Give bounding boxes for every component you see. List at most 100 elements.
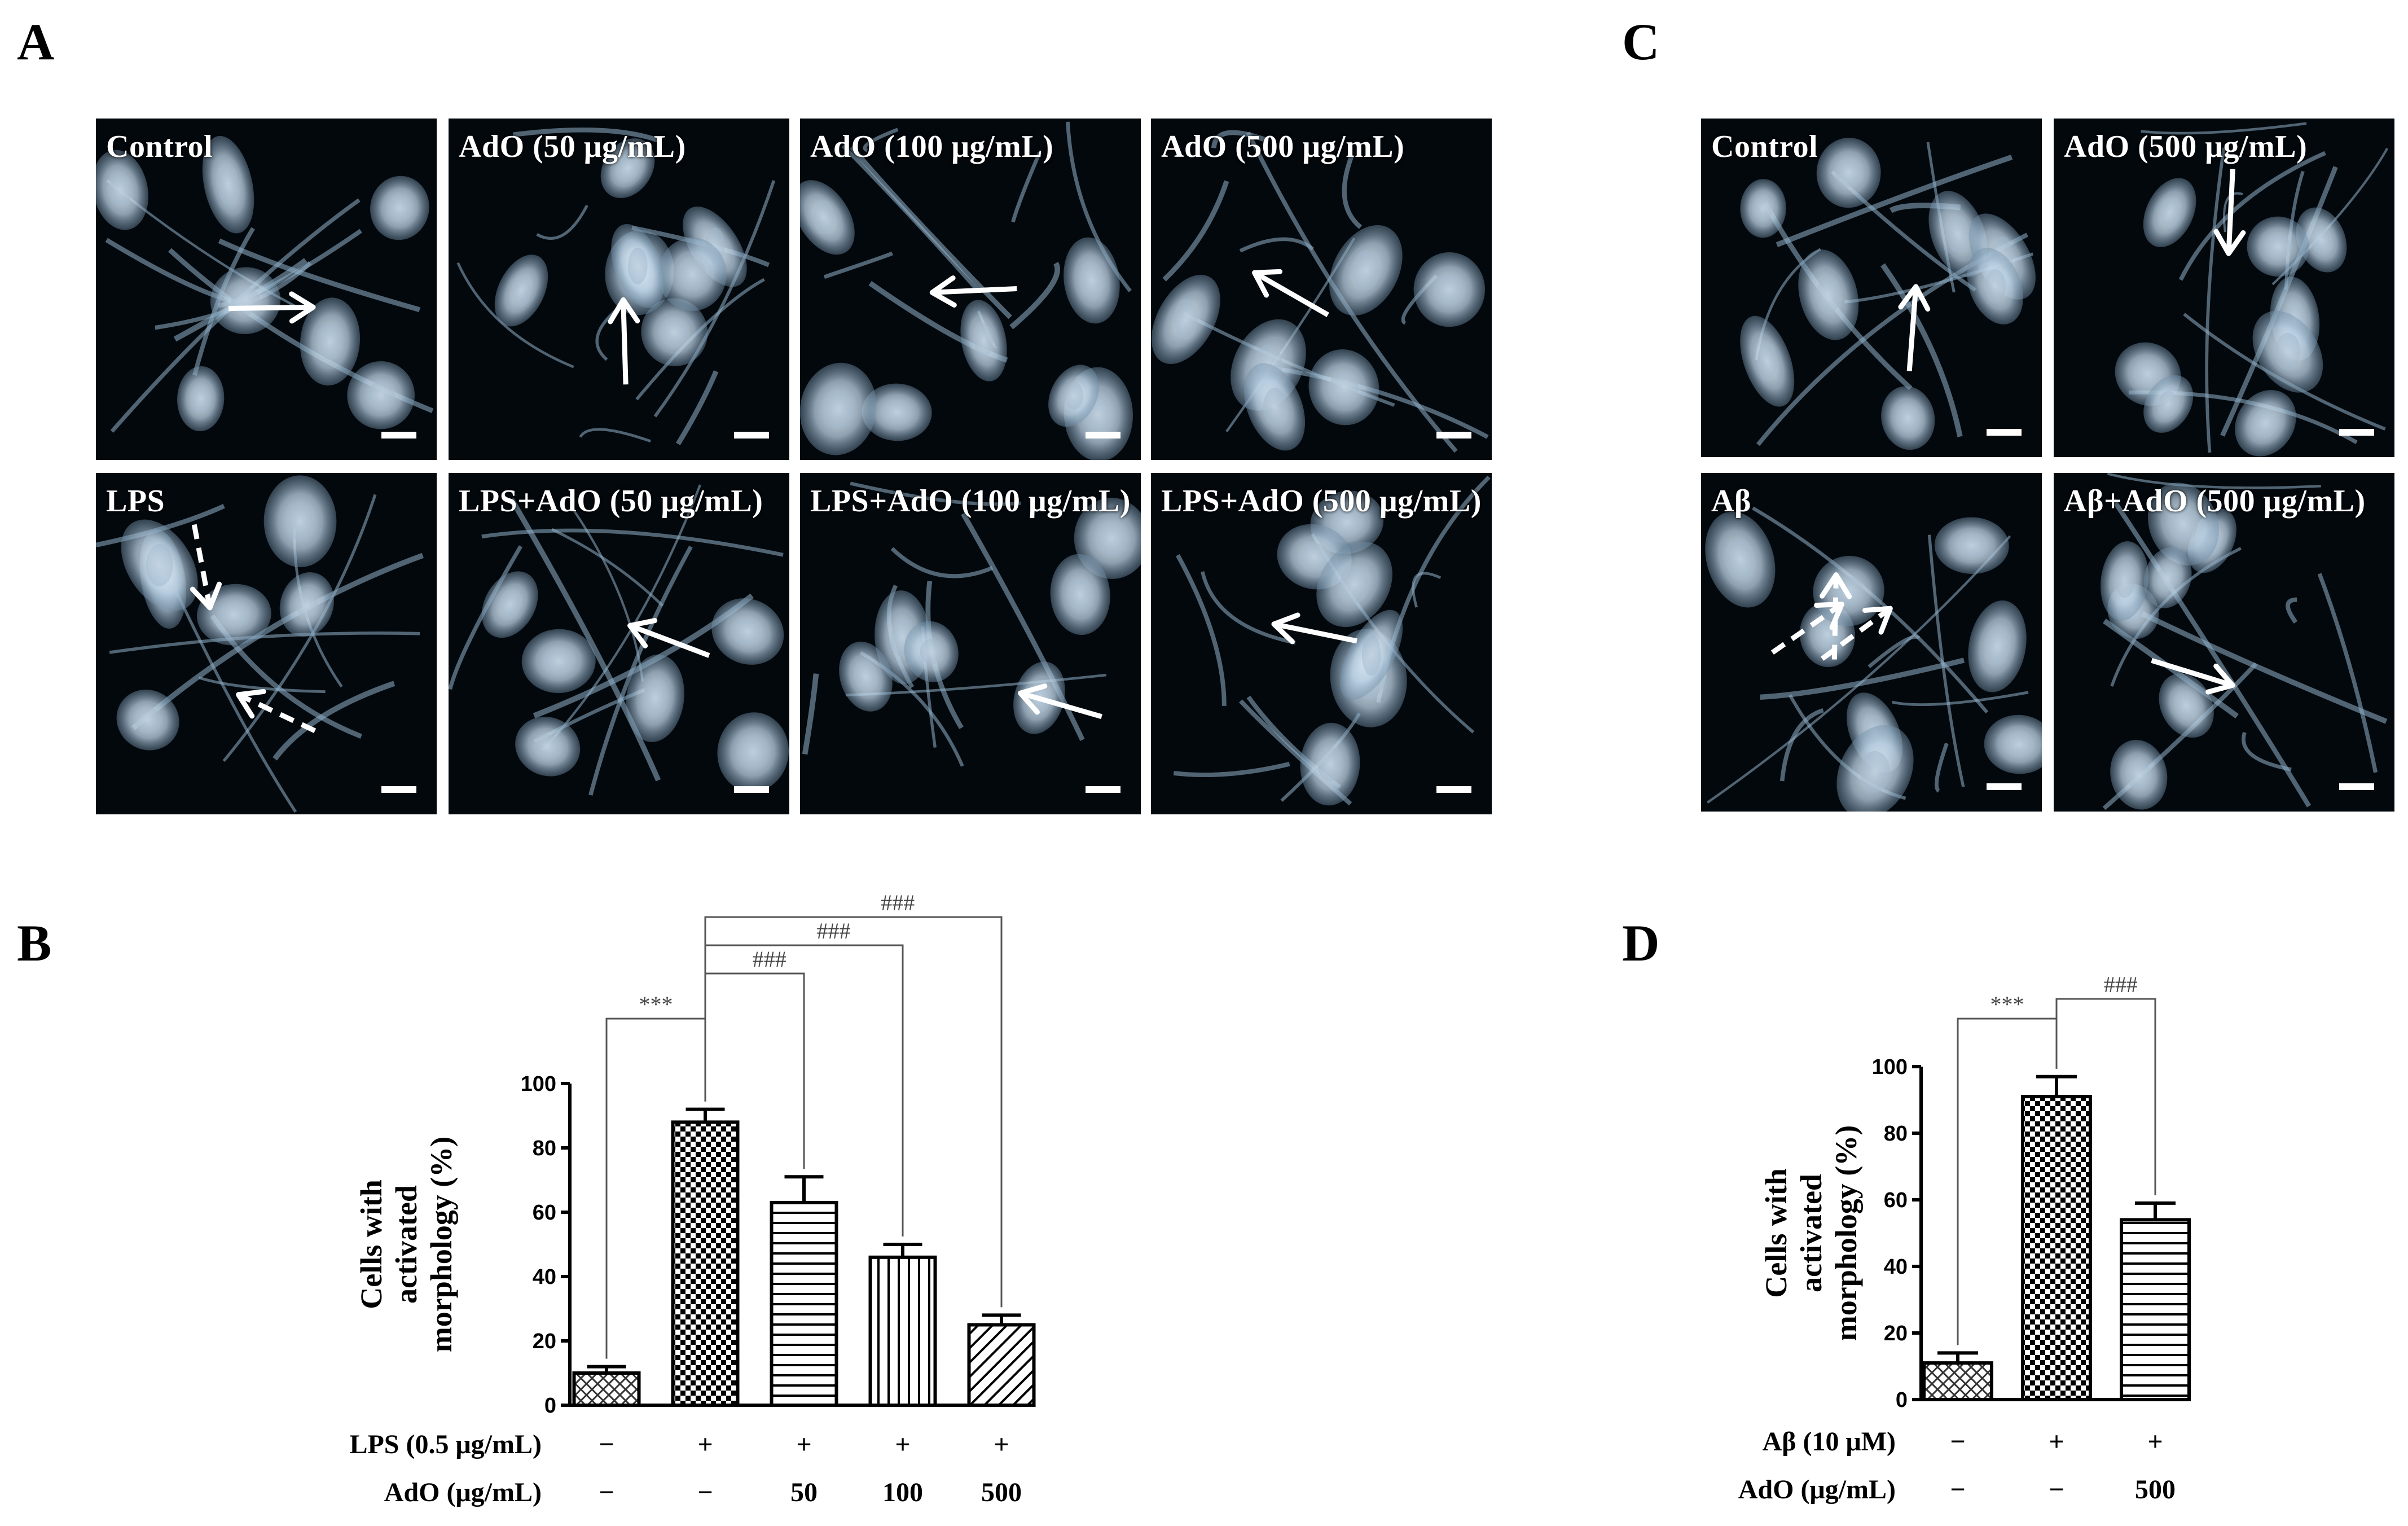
bar — [2120, 1218, 2191, 1402]
neurite — [1892, 691, 2029, 707]
neurite — [512, 128, 660, 143]
neurite — [1201, 571, 1296, 645]
cell-nucleus — [1860, 751, 1890, 792]
cell-nucleus — [1985, 626, 2010, 666]
cell-nucleus — [2169, 506, 2198, 542]
condition-value: + — [895, 1429, 910, 1459]
cell-nucleus — [1064, 382, 1084, 410]
cell-nucleus — [2311, 226, 2332, 255]
scale-bar — [381, 432, 416, 438]
tile-label: Control — [106, 129, 213, 164]
significance-label: ### — [817, 918, 851, 944]
y-axis-label-line: Cells with — [1759, 1168, 1793, 1298]
scale-bar — [1987, 429, 2022, 436]
condition-value: + — [994, 1429, 1009, 1459]
neurite — [1927, 534, 1965, 787]
scale-bar — [1436, 432, 1471, 438]
y-tick-label: 100 — [521, 1072, 556, 1096]
neurite — [1934, 742, 1949, 793]
condition-row-label: AdO (μg/mL) — [1738, 1475, 1896, 1505]
bar — [572, 1371, 641, 1407]
cell-image — [1173, 475, 1491, 806]
neurite — [653, 179, 776, 418]
cell-image — [800, 121, 1133, 460]
micrograph-tile: LPS — [96, 473, 437, 814]
dashed-arrow — [236, 689, 317, 734]
scale-bar — [2339, 783, 2374, 790]
cell-nucleus — [2133, 361, 2163, 387]
neurite — [1175, 554, 1227, 706]
cell-nucleus — [660, 318, 689, 347]
condition-value: + — [697, 1429, 713, 1459]
neurite — [481, 528, 784, 557]
neurite — [509, 498, 661, 782]
significance-label: *** — [639, 992, 673, 1017]
y-axis-label-line: Cells with — [354, 1179, 388, 1309]
neurite — [675, 370, 719, 446]
neurite — [961, 512, 1085, 741]
scale-bar — [734, 786, 769, 793]
neurite — [1011, 152, 1042, 223]
cell-nucleus — [1317, 747, 1343, 782]
condition-row-label: LPS (0.5 μg/mL) — [349, 1429, 542, 1459]
cell-nucleus — [2157, 564, 2178, 591]
neurite — [175, 592, 297, 813]
micrograph-tile: LPS+AdO (50 μg/mL) — [449, 473, 789, 814]
cell-nucleus — [882, 400, 912, 424]
neurite — [1880, 263, 1963, 437]
cell-nucleus — [317, 323, 343, 361]
y-axis-label-line: morphology (%) — [424, 1137, 458, 1352]
cell-nucleus — [643, 679, 667, 717]
cell-nucleus — [628, 247, 648, 285]
neurite — [2242, 731, 2292, 771]
neurite — [542, 484, 701, 751]
cell-nucleus — [1984, 269, 2006, 303]
y-tick-label: 100 — [1872, 1055, 1908, 1079]
solid-arrow — [627, 618, 710, 658]
neurite — [595, 310, 616, 361]
neurite — [218, 238, 421, 313]
cell-nucleus — [738, 735, 768, 769]
neurite — [2107, 473, 2321, 489]
condition-value: 500 — [2135, 1475, 2176, 1505]
panel-label-a: A — [17, 13, 55, 71]
neurite — [198, 676, 326, 694]
cell-image — [456, 128, 776, 446]
micrograph-tile: Control — [1701, 119, 2042, 457]
bar — [868, 1255, 937, 1407]
neurite — [579, 428, 651, 443]
cell-image — [96, 135, 434, 433]
solid-arrow — [608, 297, 640, 385]
neurite — [1867, 635, 1921, 669]
cell-nucleus — [296, 590, 318, 619]
y-tick-label: 0 — [544, 1394, 556, 1418]
neurite — [536, 204, 588, 240]
condition-value: − — [599, 1429, 614, 1459]
micrograph-tile: LPS+AdO (500 μg/mL) — [1151, 473, 1492, 814]
solid-arrow — [1252, 269, 1329, 317]
cell-nucleus — [1757, 341, 1777, 382]
neurite — [2317, 573, 2378, 773]
y-tick-label: 40 — [533, 1265, 556, 1289]
solid-arrow — [1018, 683, 1102, 720]
significance-label: ### — [881, 890, 915, 915]
condition-row-label: Aβ (10 μM) — [1763, 1427, 1896, 1457]
cell-nucleus — [813, 200, 835, 235]
neurite — [850, 481, 1021, 506]
cell-nucleus — [1352, 250, 1380, 291]
bar — [770, 1200, 838, 1407]
condition-value: + — [2147, 1427, 2163, 1457]
neurite — [1776, 155, 2013, 248]
tile-label: AdO (500 μg/mL) — [1161, 129, 1405, 164]
neurite — [890, 547, 994, 578]
scale-bar — [1987, 783, 2022, 790]
chart-d: 0 20 40 60 80 100 Cells with activated morpholog… — [1614, 903, 2408, 1523]
tile-label: AdO (100 μg/mL) — [810, 129, 1054, 164]
cell-nucleus — [1956, 533, 1988, 558]
y-tick-label: 60 — [1884, 1189, 1908, 1212]
y-axis-label-line: activated — [1794, 1174, 1828, 1292]
y-tick-label: 20 — [1884, 1322, 1908, 1345]
cell-nucleus — [2159, 391, 2178, 417]
cell-nucleus — [367, 380, 396, 410]
cell-nucleus — [1331, 509, 1363, 536]
